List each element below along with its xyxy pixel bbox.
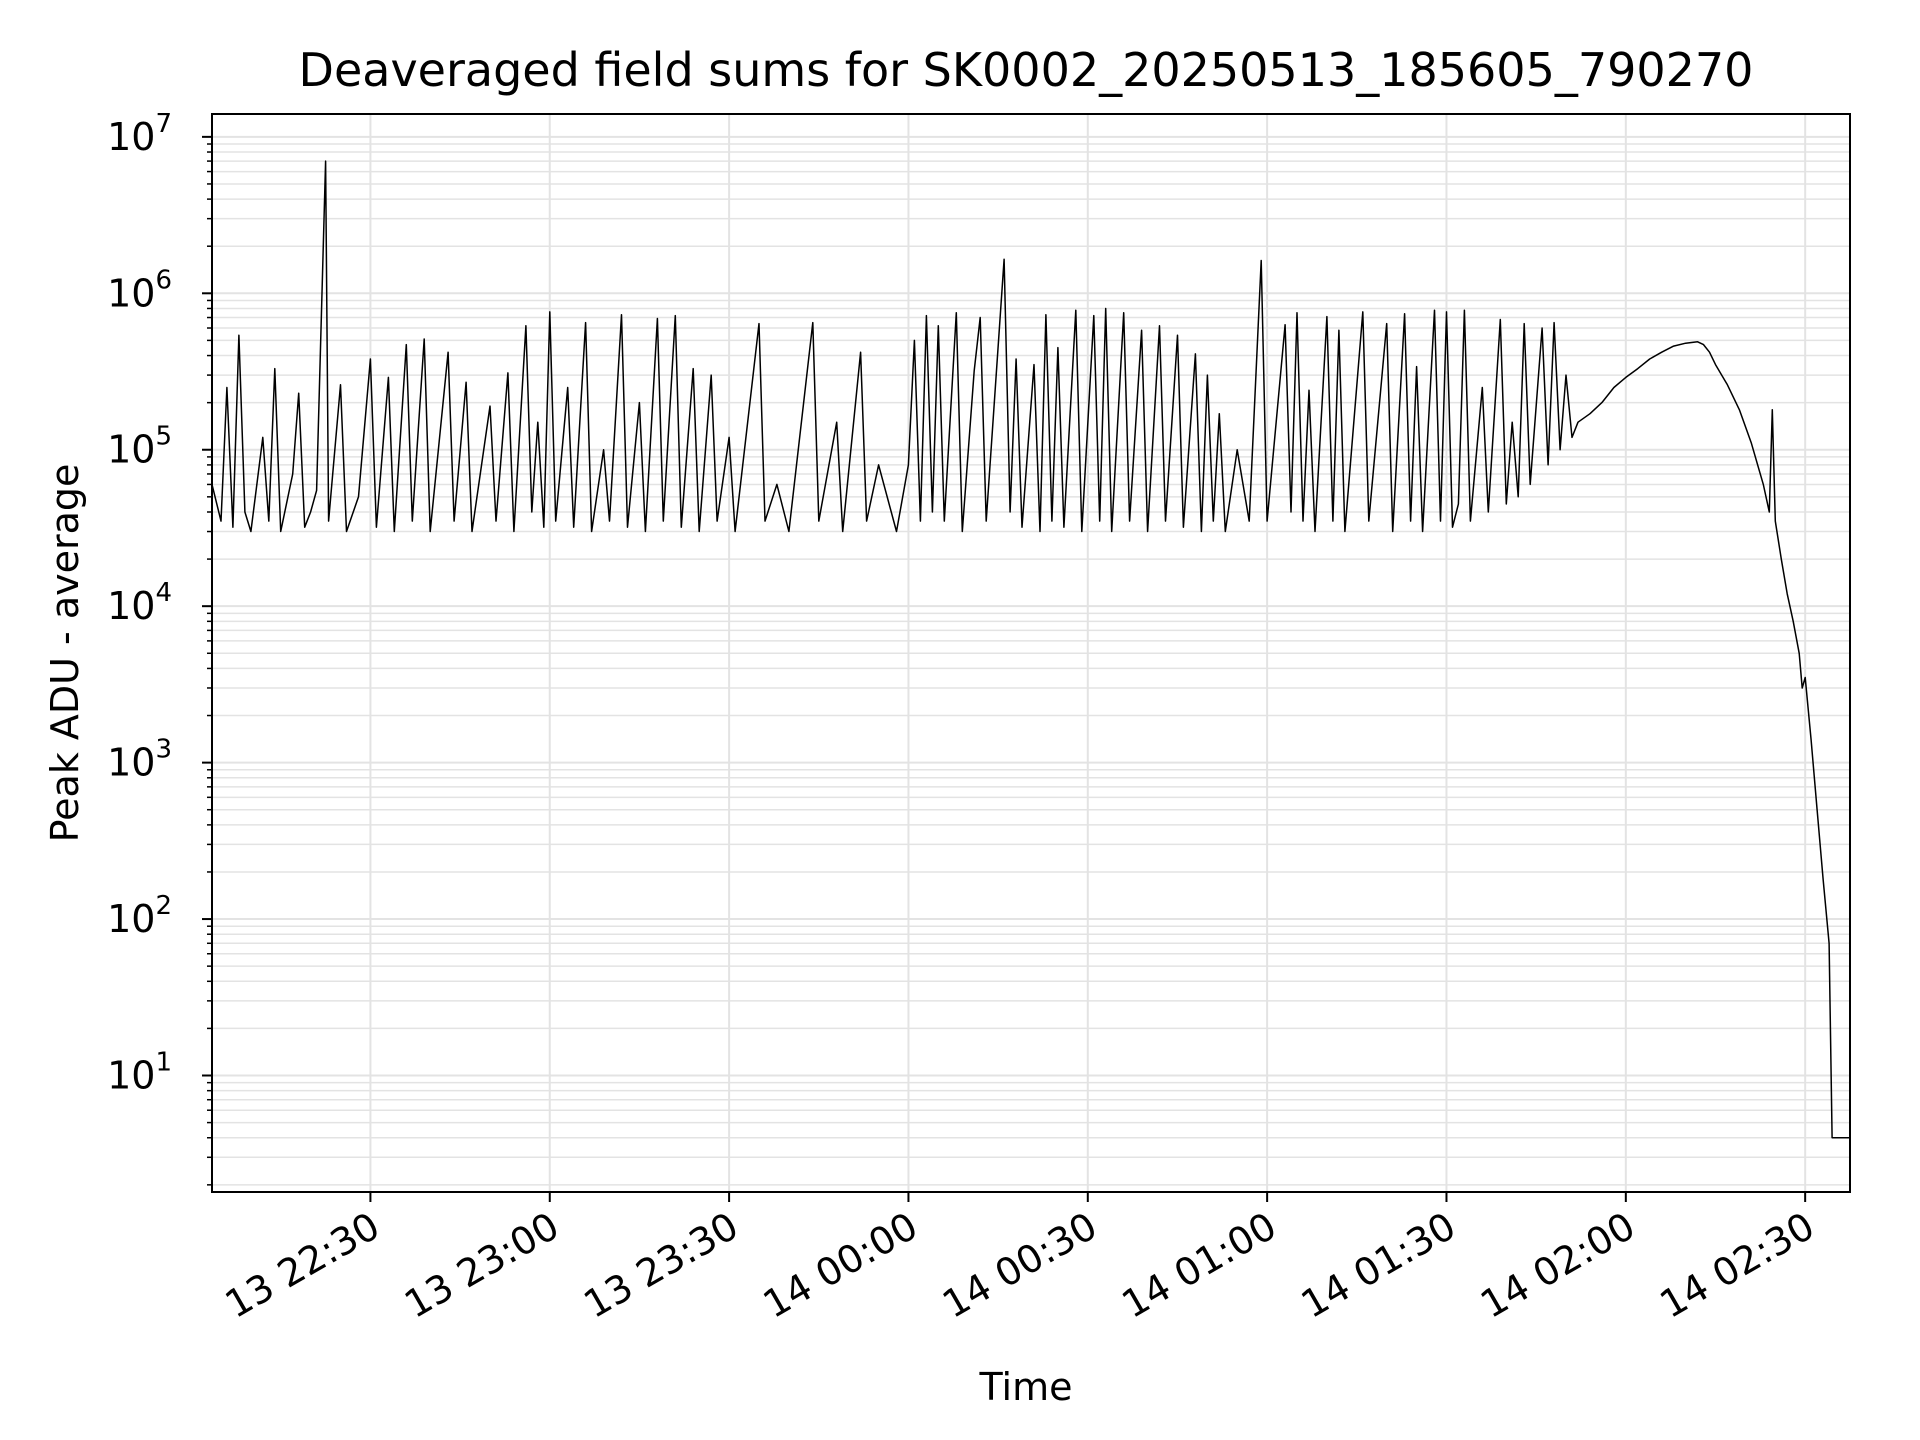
y-tick-base: 10 [107, 1053, 155, 1097]
y-tick-exponent: 7 [155, 109, 172, 139]
grid-layer [212, 114, 1850, 1192]
y-tick-exponent: 1 [155, 1047, 172, 1077]
y-tick-exponent: 6 [155, 265, 172, 295]
y-tick-base: 10 [107, 584, 155, 628]
y-tick-base: 10 [107, 428, 155, 472]
y-tick-label: 101 [107, 1047, 172, 1097]
y-tick-base: 10 [107, 741, 155, 785]
line-layer [211, 160, 1850, 1139]
y-tick-label: 105 [107, 422, 172, 472]
y-tick-base: 10 [107, 897, 155, 941]
x-axis-label: Time [979, 1365, 1073, 1409]
y-tick-exponent: 2 [155, 891, 172, 921]
y-tick-base: 10 [107, 115, 155, 159]
y-tick-label: 107 [107, 109, 172, 159]
y-tick-label: 106 [107, 265, 172, 315]
y-tick-exponent: 5 [155, 422, 172, 452]
y-tick-exponent: 4 [155, 578, 172, 608]
y-tick-label: 103 [107, 735, 172, 785]
y-axis-label: Peak ADU - average [43, 464, 87, 843]
y-tick-label: 102 [107, 891, 172, 941]
y-tick-label: 104 [107, 578, 172, 628]
y-tick-base: 10 [107, 271, 155, 315]
y-tick-exponent: 3 [155, 735, 172, 765]
data-series-line [211, 160, 1850, 1139]
chart-title: Deaveraged field sums for SK0002_2025051… [299, 43, 1754, 97]
